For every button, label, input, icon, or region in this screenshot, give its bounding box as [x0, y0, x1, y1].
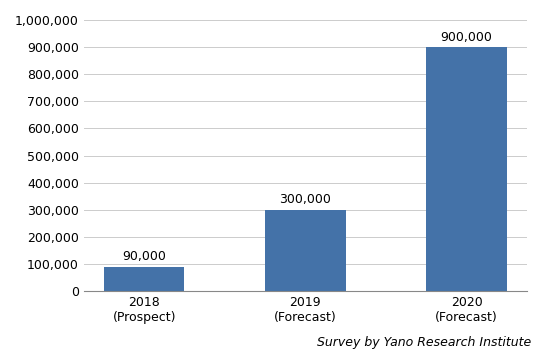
Bar	[104, 267, 184, 291]
Text: Survey by Yano Research Institute: Survey by Yano Research Institute	[317, 336, 531, 349]
Bar	[426, 47, 507, 291]
Bar	[265, 210, 346, 291]
Text: 900,000: 900,000	[441, 31, 493, 44]
Text: 90,000: 90,000	[122, 250, 166, 263]
Text: 300,000: 300,000	[280, 193, 331, 207]
